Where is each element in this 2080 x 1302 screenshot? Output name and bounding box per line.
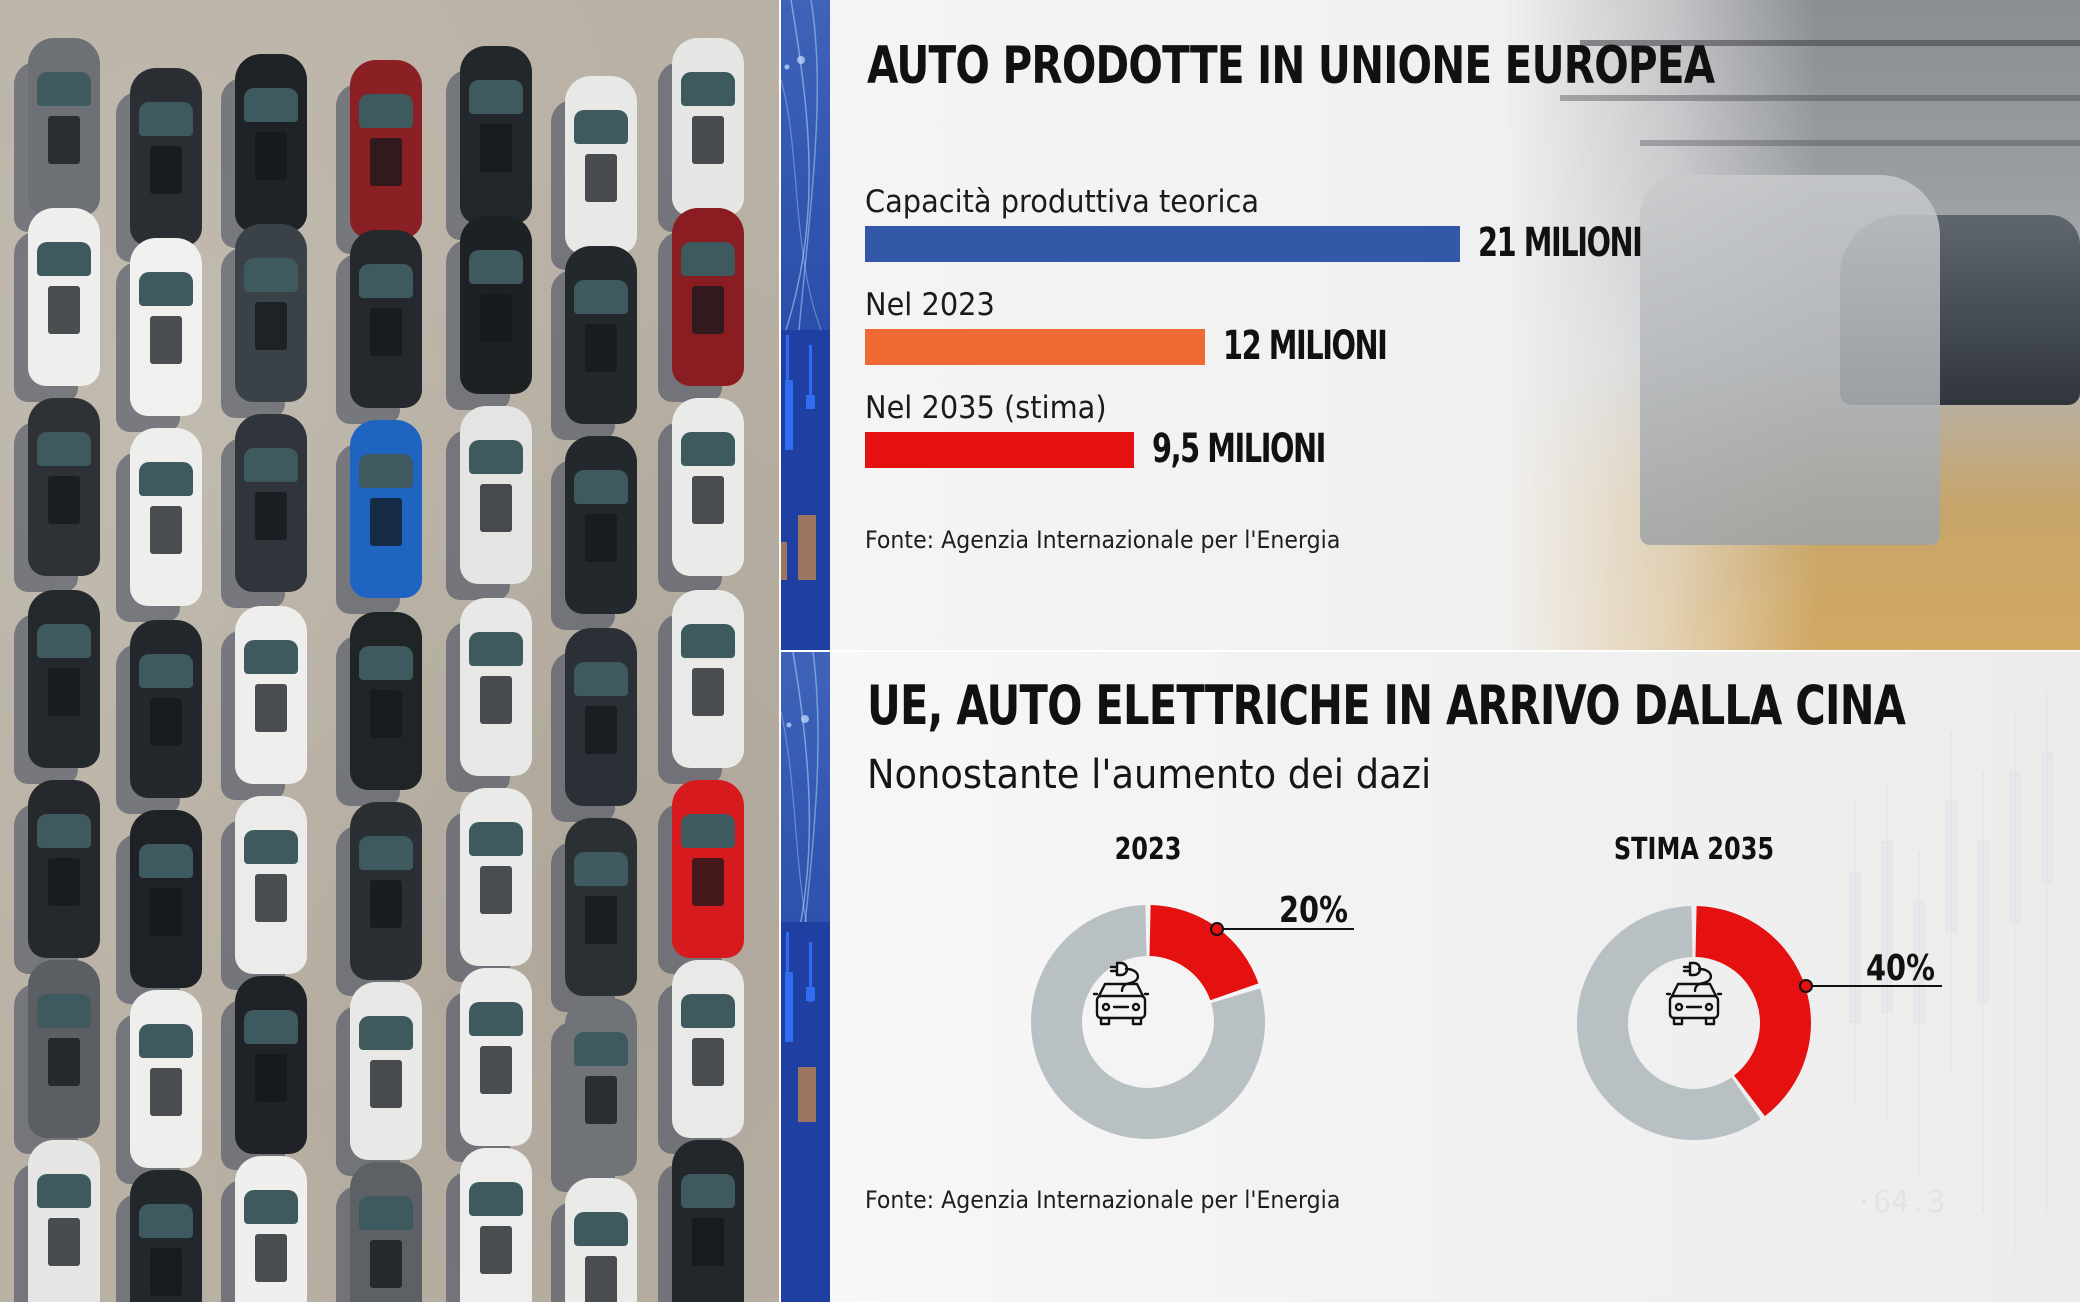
decorative-blue-strip-top [781,0,830,650]
bar-label-2023: Nel 2023 [865,287,995,323]
parked-car [235,606,307,784]
donut-2023 [1031,905,1265,1139]
parked-car [235,54,307,232]
parked-car [460,46,532,224]
parked-car [130,428,202,606]
electric-car-icon [1092,961,1150,1026]
percent-label-2035: 40% [1866,948,1935,989]
ev-from-china-panel: ·64.3 UE, AUTO ELETTRICHE IN ARRIVO DALL… [830,652,2080,1302]
bar-label-capacity: Capacità produttiva teorica [865,184,1260,220]
parked-car [460,216,532,394]
parked-car [565,628,637,806]
parked-car [672,38,744,216]
parked-car [565,1178,637,1302]
source-note: Fonte: Agenzia Internazionale per l'Ener… [865,1186,1341,1214]
parked-car [28,398,100,576]
donut-label-2035: STIMA 2035 [1613,832,1775,867]
parked-car [130,238,202,416]
percent-label-2023: 20% [1279,890,1348,931]
parked-car [350,982,422,1160]
parked-car [235,796,307,974]
parked-car [460,788,532,966]
parked-car [350,802,422,980]
svg-text:·64.3: ·64.3 [1855,1185,1945,1220]
chart-title: AUTO PRODOTTE IN UNIONE EUROPEA [867,36,1715,96]
parked-car [28,590,100,768]
leader-line-2023 [1210,922,1354,936]
parked-car [130,990,202,1168]
parked-car [350,230,422,408]
parking-lot-photo [0,0,779,1302]
parked-car [28,38,100,216]
leader-line-2035 [1799,979,1942,993]
panel-divider [781,650,2080,652]
parked-car [460,968,532,1146]
bar-value-2035: 9,5 MILIONI [1152,426,1326,472]
electric-car-icon [1665,961,1723,1026]
parked-car [28,1140,100,1302]
parked-car [672,1140,744,1302]
bar-capacity [865,226,1460,262]
parked-car [672,780,744,958]
parked-car [130,1170,202,1302]
donut-label-2023: 2023 [1114,832,1182,867]
parked-car [350,60,422,238]
donut-charts [1031,905,1942,1140]
parked-car [565,76,637,254]
parked-car [130,810,202,988]
car-factory-photo [1500,0,2080,650]
parked-car [460,406,532,584]
parked-car [350,420,422,598]
parked-car [28,960,100,1138]
parked-car [565,998,637,1176]
parked-car [235,1156,307,1302]
parked-car [460,598,532,776]
parked-car [565,246,637,424]
bar-2023 [865,329,1205,365]
donut-2035 [1577,906,1811,1140]
bar-label-2035: Nel 2035 (stima) [865,390,1107,426]
parked-car [565,818,637,996]
parked-car [130,68,202,246]
parked-car [672,398,744,576]
parked-car [28,208,100,386]
source-note: Fonte: Agenzia Internazionale per l'Ener… [865,526,1341,554]
eu-car-production-panel: AUTO PRODOTTE IN UNIONE EUROPEA Capacità… [830,0,2080,650]
parked-car [565,436,637,614]
parked-car [672,590,744,768]
parked-car [130,620,202,798]
bar-value-2023: 12 MILIONI [1223,323,1388,369]
parked-car [350,612,422,790]
decorative-candlestick-background: ·64.3 [1849,692,2053,1252]
parked-car [235,224,307,402]
parked-car [235,414,307,592]
parked-car [28,780,100,958]
bar-2035 [865,432,1134,468]
parked-car [672,960,744,1138]
bar-value-capacity: 21 MILIONI [1478,220,1643,266]
chart-subtitle: Nonostante l'aumento dei dazi [867,752,1432,798]
parked-car [235,976,307,1154]
chart-title: UE, AUTO ELETTRICHE IN ARRIVO DALLA CINA [867,674,1906,737]
decorative-blue-strip-bottom [781,652,830,1302]
parked-car [672,208,744,386]
parked-car [350,1162,422,1302]
parked-car [460,1148,532,1302]
